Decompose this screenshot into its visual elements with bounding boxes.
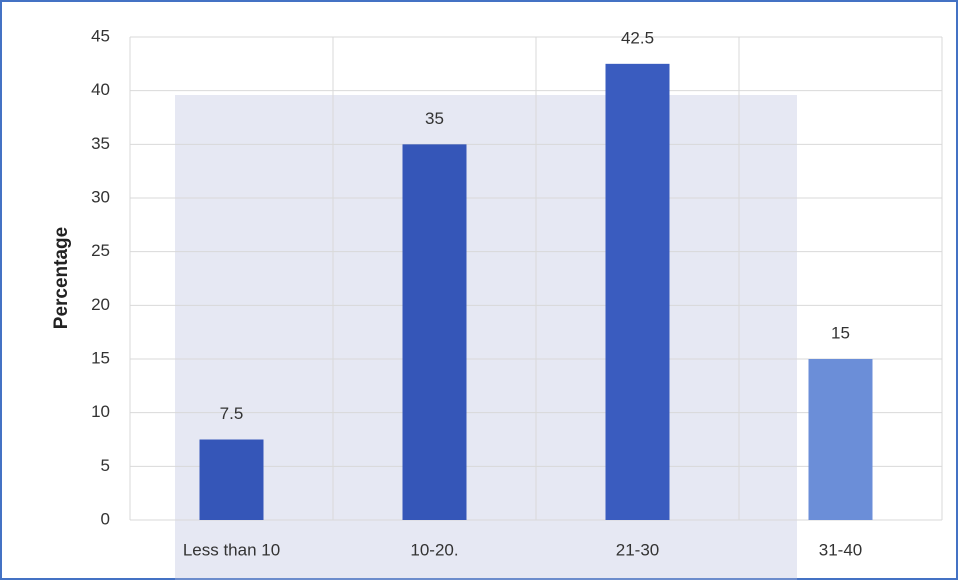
grid [129,36,943,521]
y-tick-label: 10 [91,402,110,421]
y-tick-label: 5 [101,456,110,475]
x-tick-label: Less than 10 [183,540,280,559]
y-axis-title: Percentage [51,227,72,329]
data-label: 7.5 [220,404,244,423]
bar [605,63,670,520]
y-tick-label: 0 [101,509,110,528]
data-label: 35 [425,109,444,128]
x-tick-label: 31-40 [819,540,862,559]
y-tick-label: 15 [91,348,110,367]
y-tick-label: 30 [91,187,110,206]
data-label: 15 [831,323,850,342]
x-tick-label: 10-20. [410,540,458,559]
y-tick-label: 20 [91,295,110,314]
data-label: 42.5 [621,28,654,47]
x-tick-label: 21-30 [616,540,659,559]
y-tick-label: 35 [91,134,110,153]
bar [402,144,467,521]
bars [199,63,873,521]
y-tick-label: 25 [91,241,110,260]
y-tick-label: 40 [91,80,110,99]
watermark [175,95,797,580]
y-tick-label: 45 [91,26,110,45]
bar [808,359,873,520]
bar [199,439,264,520]
